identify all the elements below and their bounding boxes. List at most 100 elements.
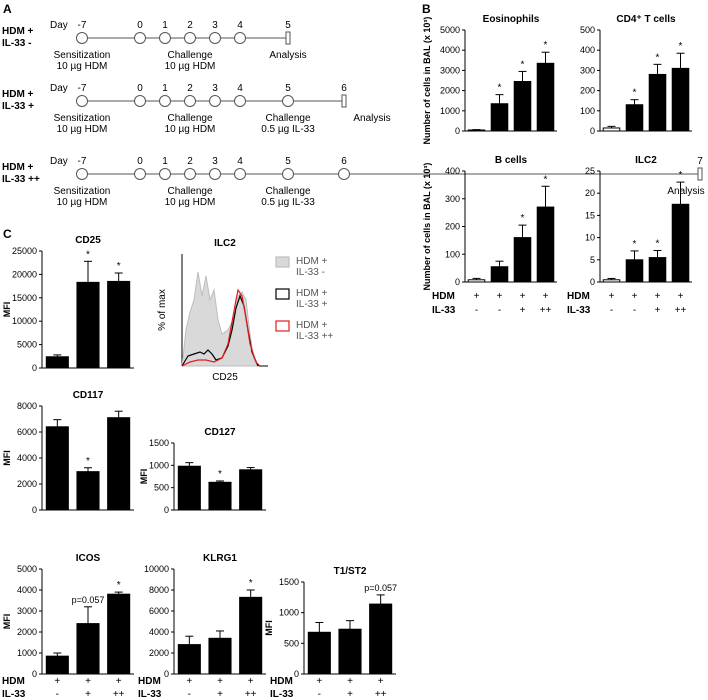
legend-label: IL-33 +	[296, 299, 328, 310]
timeline-phase-dose: 10 µg HDM	[165, 61, 216, 72]
bar	[338, 628, 362, 675]
timeline-day-marker	[159, 95, 171, 107]
y-tick-label: 10000	[144, 564, 169, 574]
timeline-endpoint	[341, 94, 347, 108]
bar	[671, 67, 690, 132]
bar	[177, 644, 201, 675]
group-il33-value: +	[520, 305, 526, 316]
group-il33-value: +	[85, 689, 91, 700]
y-tick-label: 4000	[440, 45, 460, 55]
timeline-day-number: 5	[285, 83, 291, 94]
y-axis-label: MFI	[2, 614, 12, 630]
timeline-day-marker	[234, 95, 246, 107]
bar	[490, 266, 509, 283]
y-tick-label: 0	[32, 669, 37, 679]
y-tick-label: 2000	[17, 479, 37, 489]
y-tick-label: 200	[580, 86, 595, 96]
bar-chart-icos: ICOS 0 1000 2000 3000 4000 5000 MFI p=0.057 *	[2, 553, 134, 679]
y-tick-label: 10	[585, 233, 595, 243]
timeline-day-number: 2	[187, 20, 193, 31]
bar	[208, 481, 232, 511]
y-tick-label: 2000	[440, 86, 460, 96]
bar	[513, 81, 532, 132]
timeline-day-marker	[209, 32, 221, 44]
y-tick-label: 2000	[17, 627, 37, 637]
timeline-day-marker	[234, 168, 246, 180]
bar-chart-t1st2: T1/ST2 0 500 1000 1500 MFI p=0.057	[264, 566, 397, 679]
timeline-day-number: 4	[237, 83, 243, 94]
bar	[45, 356, 69, 369]
timeline-day-marker	[209, 95, 221, 107]
group-il33-value: -	[610, 305, 613, 316]
panel-b-label: B	[422, 2, 431, 16]
timeline-phase-label: Challenge	[167, 186, 212, 197]
y-tick-label: 500	[284, 638, 299, 648]
chart-title: T1/ST2	[334, 566, 367, 577]
y-axis-label: Number of cells in BAL (x 10³)	[422, 17, 432, 145]
timeline-phase-dose: 10 µg HDM	[57, 124, 108, 135]
y-tick-label: 400	[580, 45, 595, 55]
significance-label: *	[633, 88, 637, 99]
y-tick-label: 1000	[149, 460, 169, 470]
timeline-day-marker	[159, 32, 171, 44]
y-tick-label: 300	[445, 194, 460, 204]
bar	[536, 62, 555, 132]
significance-label: *	[117, 580, 121, 591]
legend-label: HDM +	[296, 256, 328, 267]
timeline-day-label: Day	[50, 156, 68, 167]
bar-chart-cd4: CD4⁺ T cells 0 100 200 300 400 500 * * *	[580, 14, 692, 136]
y-tick-label: 5000	[17, 564, 37, 574]
timeline-day-marker	[159, 168, 171, 180]
bar	[602, 127, 621, 132]
group-il33-value: +	[347, 689, 353, 700]
y-tick-label: 0	[164, 505, 169, 515]
timeline-day-number: -7	[78, 83, 87, 94]
timeline-day-number: 1	[162, 20, 168, 31]
timeline-day-marker	[134, 168, 146, 180]
y-tick-label: 300	[580, 65, 595, 75]
group-row-hdm-label: HDM	[138, 676, 161, 687]
group-row-hdm-label: HDM	[432, 291, 455, 302]
timeline-day-marker	[76, 32, 88, 44]
timeline-phase-dose: 10 µg HDM	[57, 197, 108, 208]
timeline-day-number: 7	[697, 156, 703, 167]
group-hdm-value: +	[609, 291, 615, 302]
y-tick-label: 5	[590, 255, 595, 265]
bar	[45, 426, 69, 511]
significance-label: *	[656, 52, 660, 63]
bar	[107, 417, 131, 511]
bar	[45, 655, 69, 675]
significance-label: *	[679, 170, 683, 181]
timeline-day-marker	[76, 95, 88, 107]
timeline-day-number: -7	[78, 20, 87, 31]
group-hdm-value: +	[54, 676, 60, 687]
group-hdm-value: +	[497, 291, 503, 302]
legend-label: IL-33 -	[296, 267, 325, 278]
y-tick-label: 25	[585, 166, 595, 176]
timeline-analysis-label: Analysis	[353, 113, 390, 124]
bar	[76, 471, 100, 511]
group-il33-value: -	[475, 305, 478, 316]
group-hdm-value: +	[186, 676, 192, 687]
y-tick-label: 1000	[440, 106, 460, 116]
chart-title: KLRG1	[203, 553, 237, 564]
group-hdm-value: +	[474, 291, 480, 302]
timeline-day-marker	[184, 95, 196, 107]
timeline-day-number: 0	[137, 156, 143, 167]
timeline-phase-dose: 10 µg HDM	[165, 124, 216, 135]
group-il33-value: -	[633, 305, 636, 316]
timeline-row: HDM +IL-33 +Day -7 0 1 2 3 4 5 6Sensitization10 …	[2, 83, 391, 135]
group-row-hdm-label: HDM	[270, 676, 293, 687]
y-tick-label: 15000	[12, 293, 37, 303]
timeline-day-number: 3	[212, 156, 218, 167]
y-tick-label: 200	[445, 222, 460, 232]
group-hdm-value: +	[655, 291, 661, 302]
significance-label: *	[544, 40, 548, 51]
y-tick-label: 500	[580, 25, 595, 35]
y-tick-label: 0	[32, 505, 37, 515]
timeline-day-marker	[184, 32, 196, 44]
y-tick-label: 20000	[12, 269, 37, 279]
panel-a-label: A	[3, 2, 12, 16]
y-tick-label: 2000	[149, 648, 169, 658]
